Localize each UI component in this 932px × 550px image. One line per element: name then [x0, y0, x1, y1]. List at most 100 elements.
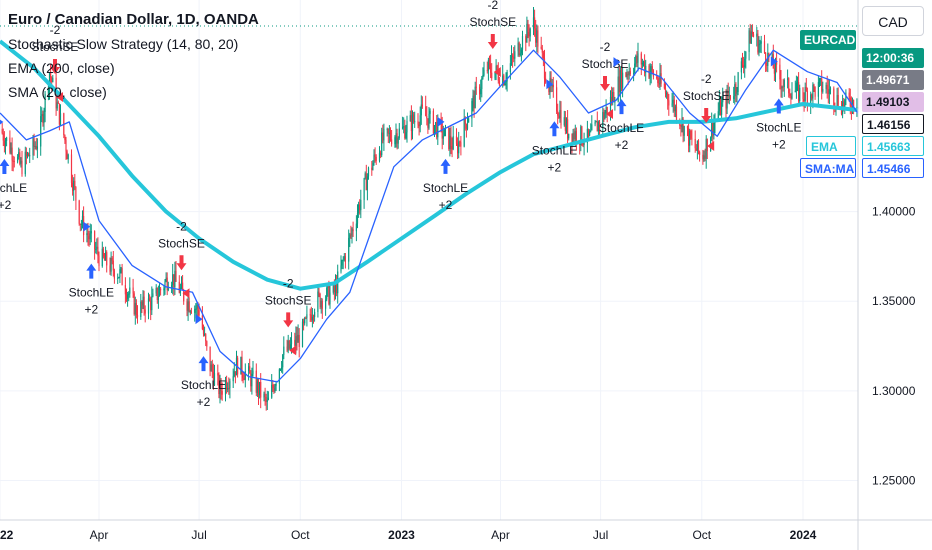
candle-body [750, 31, 752, 44]
candle-body [360, 199, 362, 211]
candle-body [405, 132, 407, 139]
candle-body [221, 391, 223, 395]
candle-body [102, 248, 104, 257]
candle-body [120, 268, 122, 270]
time-tick-label: Jul [593, 528, 608, 542]
candle-body [804, 87, 806, 102]
candle-body [814, 87, 816, 97]
stoch-le-label: StochLE [756, 120, 801, 134]
candle-body [741, 61, 744, 66]
candle-body [806, 90, 808, 104]
candle-body [187, 301, 189, 311]
candle-body [301, 321, 304, 347]
candle-body [560, 110, 562, 126]
candle-body [66, 151, 68, 160]
candle-body [165, 277, 167, 282]
candle-body [121, 268, 123, 286]
candle-body [140, 301, 142, 317]
candle-body [673, 99, 675, 112]
candle-body [175, 270, 177, 282]
candle-body [650, 66, 652, 73]
candle-body [689, 130, 691, 146]
indicator-stochastic[interactable]: Stochastic Slow Strategy (14, 80, 20) [8, 36, 239, 52]
candle-body [306, 314, 308, 318]
candle-body [101, 248, 103, 267]
candle-body [666, 93, 668, 95]
candle-body [213, 373, 216, 386]
candle-body [751, 31, 753, 35]
candle-body [829, 88, 832, 90]
candle-body [173, 274, 175, 287]
candle-body [590, 130, 592, 132]
candle-body [171, 284, 173, 289]
candle-body [711, 123, 713, 138]
candle-body [605, 106, 607, 114]
candle-body [334, 282, 337, 293]
candle-body [603, 112, 605, 119]
candle-body [10, 147, 12, 153]
candle-body [745, 51, 747, 59]
stoch-le-label: StochLE [599, 121, 644, 135]
candle-body [743, 65, 745, 68]
candle-body [468, 118, 470, 123]
candle-body [587, 128, 590, 136]
candle-body [452, 136, 454, 150]
candle-body [271, 384, 273, 398]
candle-body [688, 128, 690, 146]
candle-body [206, 341, 208, 347]
stoch-se-qty: -2 [487, 0, 498, 12]
candle-body [579, 143, 581, 146]
candle-body [224, 380, 227, 395]
indicator-sma[interactable]: SMA (20, close) [8, 84, 107, 100]
candle-body [781, 86, 783, 89]
candle-body [820, 78, 822, 80]
long-entry-arrow [773, 98, 784, 114]
candle-body [150, 300, 152, 311]
candle-body [514, 51, 516, 59]
candle-body [695, 148, 697, 151]
candle-body [744, 58, 746, 68]
short-entry-arrow [701, 107, 712, 123]
candle-body [404, 126, 406, 139]
candle-body [736, 91, 738, 94]
short-entry-arrow [600, 75, 610, 91]
candle-body [449, 135, 451, 149]
candle-body [296, 336, 298, 343]
candle-body [480, 89, 482, 95]
candle-body [513, 57, 515, 59]
long-entry-arrow [86, 263, 97, 279]
candle-body [3, 140, 5, 147]
candle-body [13, 161, 15, 163]
candle-body [78, 200, 80, 224]
candle-body [164, 281, 166, 289]
candle-body [11, 147, 13, 161]
candle-body [517, 42, 519, 52]
candle-body [425, 106, 427, 117]
candle-body [827, 89, 829, 94]
indicator-ema[interactable]: EMA (200, close) [8, 60, 115, 76]
candle-body [220, 382, 222, 392]
candle-body [80, 223, 82, 225]
candle-body [201, 315, 203, 329]
candle-body [326, 287, 328, 300]
currency-unit-button[interactable]: CAD [862, 6, 924, 36]
candle-body [219, 382, 221, 395]
long-marker-icon [83, 221, 91, 232]
candle-body [48, 72, 51, 90]
candle-body [333, 283, 335, 293]
candle-body [658, 83, 660, 85]
candle-body [420, 104, 422, 116]
candle-body [479, 86, 481, 95]
candle-body [97, 246, 99, 256]
candle-body [717, 111, 719, 120]
candle-body [375, 156, 377, 161]
candle-body [382, 132, 384, 141]
candle-body [275, 383, 277, 386]
candle-body [780, 79, 782, 89]
symbol-title[interactable]: Euro / Canadian Dollar, 1D, OANDA [8, 11, 259, 28]
candle-body [696, 140, 698, 151]
time-tick-label: Oct [291, 528, 310, 542]
candle-body [314, 311, 316, 318]
price-tag-1-45466: 1.45466 [862, 158, 924, 178]
